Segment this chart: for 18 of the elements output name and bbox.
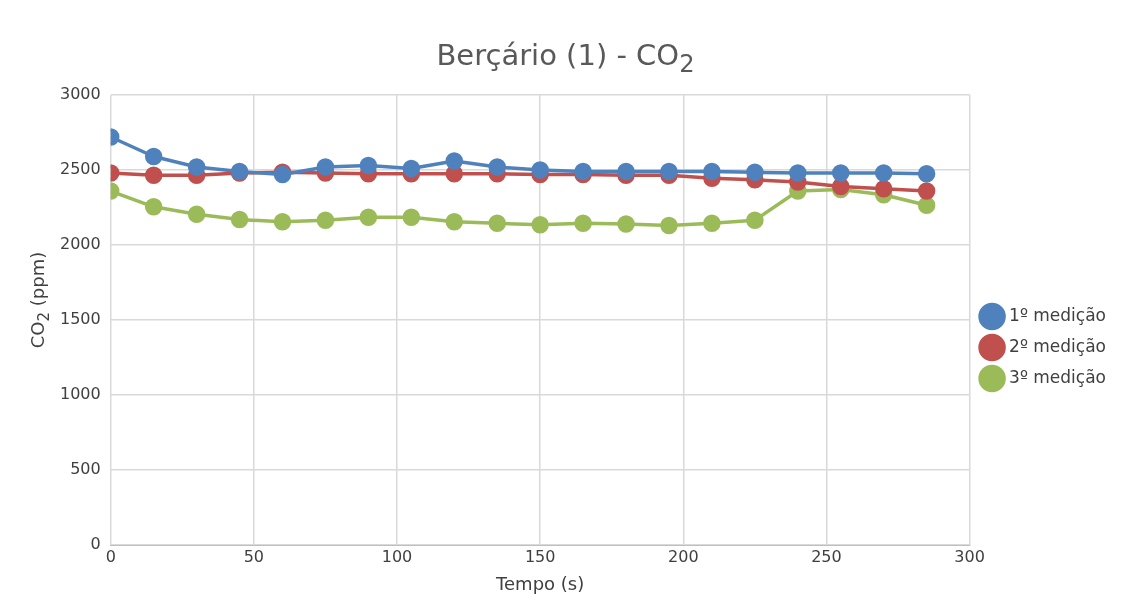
- legend-label: 1º medição: [1009, 304, 1107, 325]
- y-tick-label: 3000: [60, 84, 101, 104]
- y-tick-label: 500: [70, 459, 101, 479]
- x-tick-label: 0: [105, 546, 116, 566]
- x-tick-label: 50: [243, 546, 265, 566]
- chart-title: Berçário (1) - CO$_{2}$: [435, 38, 696, 78]
- y-tick-label: 2000: [60, 234, 101, 254]
- y-tick-label: 1500: [60, 309, 101, 329]
- x-tick-label: 300: [954, 546, 985, 566]
- legend-label: 3º medição: [1009, 366, 1107, 387]
- x-axis-title: Tempo (s): [495, 572, 585, 594]
- x-tick-label: 100: [381, 546, 413, 566]
- y-tick-label: 2500: [60, 159, 101, 179]
- x-tick-label: 250: [811, 546, 842, 566]
- legend-label: 2º medição: [1009, 335, 1107, 356]
- x-tick-label: 200: [668, 546, 699, 566]
- x-tick-label: 150: [524, 546, 556, 566]
- y-tick-label: 1000: [60, 384, 101, 404]
